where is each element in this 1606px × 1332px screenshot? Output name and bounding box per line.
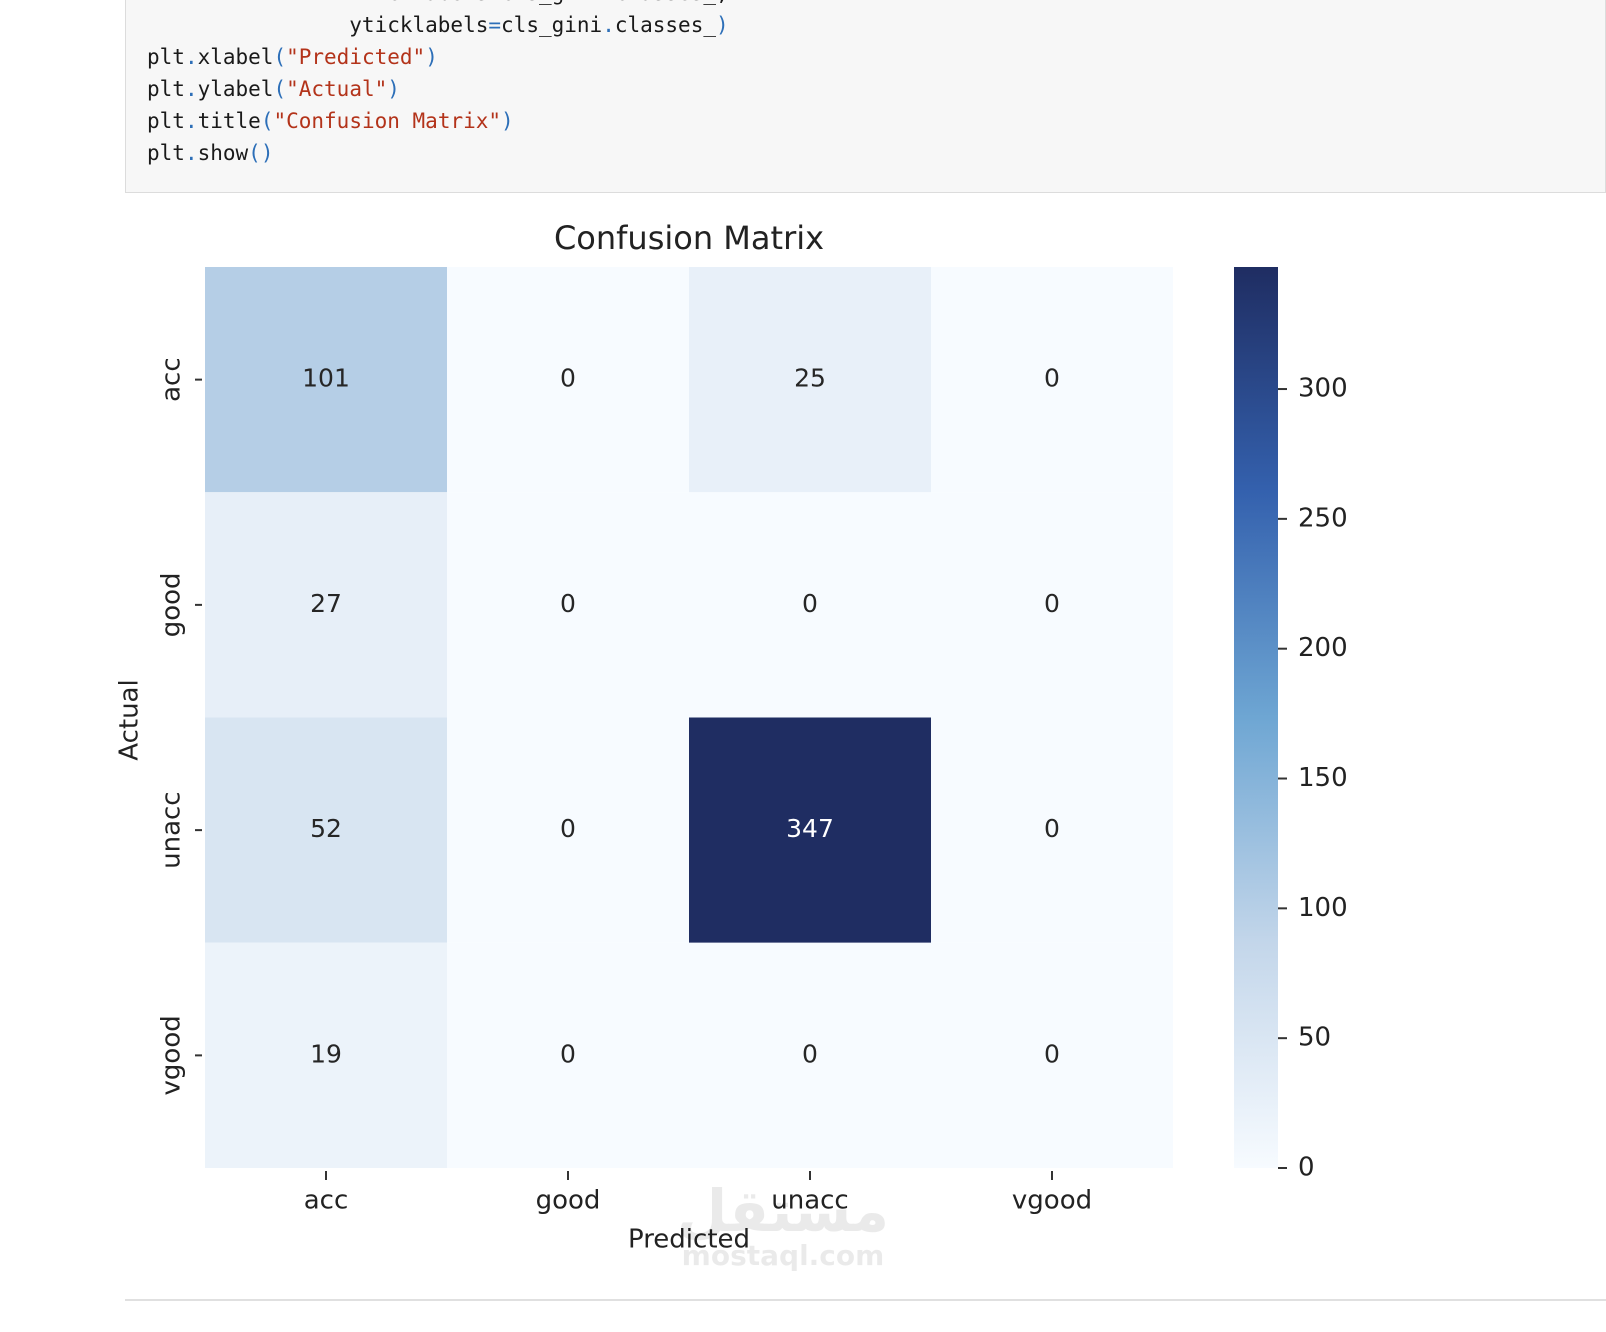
code-line: plt.xlabel("Predicted") bbox=[147, 45, 438, 69]
x-tick-label: unacc bbox=[771, 1186, 848, 1216]
colorbar-tick-label: 50 bbox=[1298, 1023, 1331, 1053]
x-tick-label: acc bbox=[304, 1186, 349, 1216]
cell-label: 52 bbox=[310, 814, 342, 843]
x-tick-label: good bbox=[536, 1186, 601, 1216]
heatmap-cell bbox=[689, 942, 931, 1168]
y-tick-label: good bbox=[157, 572, 187, 637]
heatmap-cell bbox=[689, 267, 931, 493]
code-line: plt.ylabel("Actual") bbox=[147, 77, 400, 101]
y-axis-label: Actual bbox=[115, 679, 145, 760]
heatmap-cell bbox=[447, 492, 689, 718]
y-tick-label: vgood bbox=[157, 1015, 187, 1095]
colorbar-tick-label: 300 bbox=[1298, 374, 1348, 404]
heatmap-cell bbox=[931, 492, 1173, 718]
cell-label: 0 bbox=[802, 1039, 818, 1068]
watermark: mostaql.com bbox=[682, 1239, 885, 1272]
heatmap-cell bbox=[931, 267, 1173, 493]
cell-label: 0 bbox=[560, 1039, 576, 1068]
cell-label: 347 bbox=[786, 814, 834, 843]
cell-label: 0 bbox=[560, 364, 576, 393]
colorbar-tick-label: 200 bbox=[1298, 633, 1348, 663]
code-line: xticklabels=cls_gini.classes_, bbox=[147, 0, 728, 9]
heatmap-cell bbox=[205, 267, 447, 493]
colorbar-tick-label: 0 bbox=[1298, 1153, 1315, 1183]
cell-label: 0 bbox=[1044, 589, 1060, 618]
code-cell[interactable]: xticklabels=cls_gini.classes_, yticklabe… bbox=[125, 0, 1606, 193]
watermark: مستقل bbox=[677, 1177, 889, 1245]
heatmap-cell bbox=[689, 492, 931, 718]
cell-label: 0 bbox=[1044, 1039, 1060, 1068]
code-line: plt.title("Confusion Matrix") bbox=[147, 109, 514, 133]
x-axis-label: Predicted bbox=[628, 1225, 750, 1255]
x-tick-label: vgood bbox=[1012, 1186, 1092, 1216]
y-tick-label: unacc bbox=[157, 791, 187, 868]
cell-label: 0 bbox=[802, 589, 818, 618]
cell-label: 25 bbox=[794, 364, 826, 393]
heatmap-cell bbox=[931, 717, 1173, 943]
heatmap-cell bbox=[205, 942, 447, 1168]
cell-label: 0 bbox=[1044, 814, 1060, 843]
heatmap-cell bbox=[931, 942, 1173, 1168]
y-tick-label: acc bbox=[157, 357, 187, 402]
code-line: yticklabels=cls_gini.classes_) bbox=[147, 13, 729, 37]
heatmap-cell bbox=[447, 267, 689, 493]
colorbar bbox=[1234, 267, 1278, 1168]
chart-title: Confusion Matrix bbox=[554, 219, 824, 257]
cell-label: 27 bbox=[310, 589, 342, 618]
cell-label: 19 bbox=[310, 1039, 342, 1068]
colorbar-tick-label: 250 bbox=[1298, 503, 1348, 533]
cell-label: 0 bbox=[560, 589, 576, 618]
code-line: plt.show() bbox=[147, 141, 274, 165]
cell-label: 0 bbox=[1044, 364, 1060, 393]
colorbar-tick-label: 100 bbox=[1298, 893, 1348, 923]
colorbar-tick-label: 150 bbox=[1298, 763, 1348, 793]
heatmap-cell bbox=[205, 717, 447, 943]
cell-label: 0 bbox=[560, 814, 576, 843]
heatmap-cell bbox=[205, 492, 447, 718]
heatmap-cell bbox=[447, 942, 689, 1168]
cell-label: 101 bbox=[302, 364, 350, 393]
heatmap-cell bbox=[689, 717, 931, 943]
heatmap-cell bbox=[447, 717, 689, 943]
